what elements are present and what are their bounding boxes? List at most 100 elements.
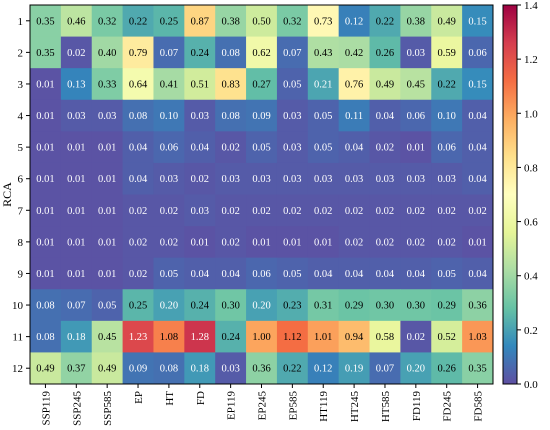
cell-value-label: 0.19 [345, 364, 363, 375]
heatmap-cell [215, 68, 247, 101]
heatmap-cell [30, 5, 62, 38]
column-tick-label: SSP245 [71, 391, 83, 426]
heatmap-cell [215, 257, 247, 290]
cell-value-label: 0.01 [36, 143, 54, 154]
heatmap-cell [338, 5, 371, 38]
heatmap-cell [153, 194, 185, 227]
cell-value-label: 0.08 [36, 301, 54, 312]
heatmap-cell [91, 5, 124, 38]
cell-value-label: 0.49 [438, 16, 456, 27]
heatmap-cell [400, 68, 432, 101]
heatmap-cell [153, 320, 185, 353]
cell-value-label: 0.04 [468, 174, 487, 185]
heatmap-cell [60, 99, 93, 132]
cell-value-label: 0.01 [98, 237, 116, 248]
cell-value-label: 0.59 [438, 48, 456, 59]
heatmap-cell [400, 289, 432, 322]
cell-value-label: 0.49 [98, 364, 116, 375]
heatmap-cell [184, 226, 216, 259]
cell-value-label: 0.01 [468, 237, 486, 248]
cell-value-label: 0.02 [129, 206, 147, 217]
cell-value-label: 0.02 [160, 206, 178, 217]
cell-value-label: 0.03 [283, 143, 301, 154]
cell-value-label: 0.04 [345, 269, 364, 280]
cell-value-label: 0.52 [438, 332, 456, 343]
cell-value-label: 0.27 [252, 79, 270, 90]
cell-value-label: 0.02 [345, 237, 363, 248]
cell-value-label: 0.04 [314, 269, 333, 280]
cell-value-label: 0.02 [376, 206, 394, 217]
cell-value-label: 0.05 [160, 269, 178, 280]
heatmap-cell [184, 257, 216, 290]
heatmap-cell [184, 5, 216, 38]
cell-value-label: 0.25 [129, 301, 147, 312]
heatmap-cell [184, 194, 216, 227]
row-tick-label: 2 [18, 47, 24, 59]
row-tick-label: 5 [18, 142, 24, 154]
heatmap-cell [122, 289, 154, 322]
cell-value-label: 0.03 [160, 174, 178, 185]
cell-value-label: 0.30 [376, 301, 394, 312]
heatmap-cell [153, 5, 185, 38]
cell-value-label: 0.05 [252, 143, 270, 154]
heatmap-cell [122, 68, 154, 101]
cell-value-label: 0.06 [160, 143, 178, 154]
heatmap-cell [184, 99, 216, 132]
heatmap-cell [246, 36, 278, 69]
heatmap-cell [369, 226, 401, 259]
heatmap-cell [91, 131, 124, 164]
heatmap-cell [60, 352, 93, 385]
column-tick-label: EP [133, 391, 145, 404]
heatmap-cell [184, 352, 216, 385]
cell-value-label: 0.41 [160, 79, 178, 90]
cell-value-label: 0.40 [98, 48, 116, 59]
cell-value-label: 0.01 [98, 174, 116, 185]
heatmap-cell [215, 36, 247, 69]
cell-value-label: 0.10 [438, 111, 456, 122]
cell-value-label: 0.20 [252, 301, 270, 312]
cell-value-label: 0.03 [376, 174, 394, 185]
heatmap-cell [60, 320, 93, 353]
heatmap-cell [462, 226, 494, 259]
cell-value-label: 0.06 [252, 269, 270, 280]
heatmap-cell [91, 194, 124, 227]
cell-value-label: 0.03 [407, 48, 425, 59]
column-tick-label: EP245 [257, 391, 269, 421]
heatmap-cell [91, 162, 124, 195]
cell-value-label: 0.02 [376, 237, 394, 248]
column-tick-label: EP585 [287, 391, 299, 421]
heatmap-cell [276, 257, 309, 290]
row-tick-label: 6 [18, 174, 24, 186]
column-tick-label: FD119 [411, 391, 423, 422]
heatmap-cell [462, 131, 494, 164]
cell-value-label: 0.08 [221, 111, 239, 122]
cell-value-label: 0.50 [252, 16, 270, 27]
column-tick-label: HT [164, 391, 176, 406]
cell-value-label: 0.02 [283, 206, 301, 217]
heatmap-cell [153, 352, 185, 385]
cell-value-label: 0.02 [468, 206, 486, 217]
cell-value-label: 0.29 [438, 301, 456, 312]
heatmap-cell [400, 131, 432, 164]
heatmap-cell [91, 226, 124, 259]
heatmap-cell [307, 226, 340, 259]
cell-value-label: 0.58 [376, 332, 394, 343]
cell-value-label: 0.01 [36, 174, 54, 185]
cell-value-label: 0.03 [345, 174, 363, 185]
heatmap-cell [60, 36, 93, 69]
plot-frame [29, 4, 494, 385]
heatmap-cell [122, 36, 154, 69]
heatmap-cell [369, 289, 401, 322]
heatmap-cell [400, 257, 432, 290]
cell-value-label: 0.01 [98, 143, 116, 154]
heatmap-cell [153, 99, 185, 132]
cell-value-label: 0.37 [67, 364, 85, 375]
cell-value-label: 0.01 [67, 143, 85, 154]
heatmap-cell [462, 5, 494, 38]
heatmap-cell [153, 289, 185, 322]
heatmap-cell [246, 131, 278, 164]
heatmap-cell [60, 194, 93, 227]
heatmap-cell [431, 352, 463, 385]
colorbar-tick-label: 0.2 [524, 325, 538, 337]
heatmap-cell [153, 68, 185, 101]
